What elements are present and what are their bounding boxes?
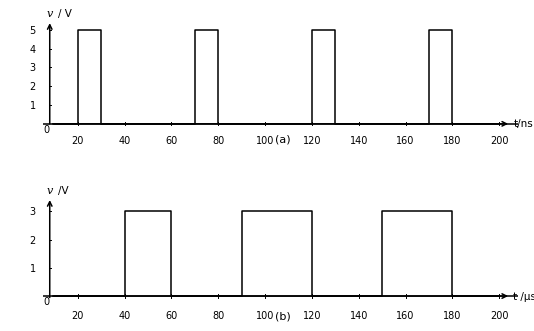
Text: 0: 0 (44, 298, 50, 307)
Text: t /μs: t /μs (513, 292, 534, 302)
Text: / V: / V (58, 9, 72, 20)
Text: (b): (b) (275, 311, 290, 322)
Text: v: v (46, 186, 53, 196)
Text: 0: 0 (44, 125, 50, 135)
Text: t/ns: t/ns (513, 119, 533, 129)
Text: (a): (a) (275, 134, 290, 144)
Text: v: v (46, 9, 53, 20)
Text: /V: /V (58, 186, 68, 196)
